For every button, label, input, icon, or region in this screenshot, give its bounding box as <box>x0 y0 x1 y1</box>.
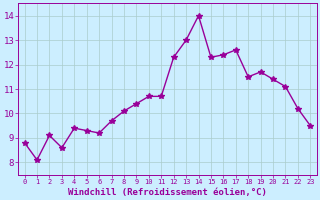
X-axis label: Windchill (Refroidissement éolien,°C): Windchill (Refroidissement éolien,°C) <box>68 188 267 197</box>
